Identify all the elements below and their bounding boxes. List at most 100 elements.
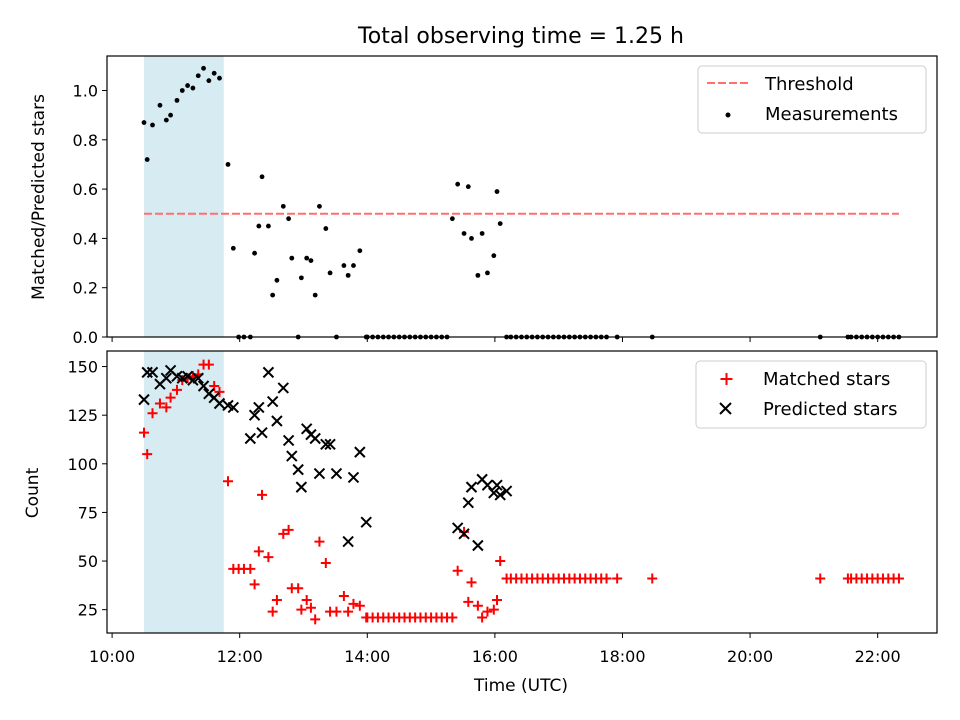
measurement-point xyxy=(185,83,190,88)
matched-star-point xyxy=(147,408,158,419)
predicted-star-point xyxy=(213,397,226,410)
matched-star-point xyxy=(495,556,506,567)
top-panel: 0.0 0.2 0.4 0.6 0.8 1.0 Matched/Predicted sta… xyxy=(29,55,938,347)
matched-star-point xyxy=(271,594,282,605)
predicted-star-point xyxy=(160,372,173,384)
top-y-tick-label: 0.4 xyxy=(73,229,98,248)
predicted-star-point xyxy=(354,446,366,458)
measurement-point xyxy=(150,122,155,128)
matched-star-point xyxy=(171,384,182,395)
predicted-star-point xyxy=(488,487,500,499)
predicted-star-point xyxy=(256,426,268,439)
matched-star-point xyxy=(472,600,483,611)
matched-star-point xyxy=(482,606,493,617)
measurement-point xyxy=(479,231,485,236)
top-y-axis-label: Matched/Predicted stars xyxy=(29,94,49,300)
predicted-star-point xyxy=(292,463,304,476)
matched-star-point xyxy=(310,614,321,625)
matched-star-point xyxy=(305,602,316,613)
measurement-point xyxy=(195,73,201,79)
matched-star-point xyxy=(296,604,307,615)
x-tick-label: 22:00 xyxy=(855,647,901,666)
measurement-point xyxy=(341,263,347,268)
predicted-star-point xyxy=(244,432,257,445)
measurement-point xyxy=(266,223,271,229)
predicted-star-point xyxy=(262,366,275,379)
matched-star-point xyxy=(139,427,150,438)
matched-star-point xyxy=(331,606,342,617)
predicted-star-point xyxy=(138,393,150,406)
measurement-point xyxy=(157,102,163,108)
legend-matched-swatch xyxy=(720,373,733,385)
bottom-axes-frame xyxy=(106,350,938,634)
predicted-star-point xyxy=(266,395,279,408)
bottom-y-tick-label: 25 xyxy=(78,601,98,620)
predicted-star-point xyxy=(458,528,470,540)
measurement-point xyxy=(308,258,314,263)
matched-star-point xyxy=(249,579,260,590)
measurement-point xyxy=(230,245,236,251)
bottom-y-tick-label: 100 xyxy=(67,455,98,474)
bottom-y-tick-label: 75 xyxy=(78,503,98,522)
bottom-y-axis-label: Count xyxy=(23,467,43,518)
matched-star-point xyxy=(893,573,904,584)
legend-measurements-label: Measurements xyxy=(765,104,898,125)
predicted-star-point xyxy=(342,535,354,548)
top-legend-box xyxy=(697,65,927,134)
predicted-star-point xyxy=(271,415,283,427)
predicted-star-point xyxy=(313,467,326,480)
measurement-point xyxy=(494,189,500,194)
predicted-star-point xyxy=(324,438,336,451)
predicted-star-point xyxy=(248,409,261,421)
predicted-star-point xyxy=(181,370,194,382)
measurement-point xyxy=(206,78,212,84)
measurement-point xyxy=(141,120,147,125)
bottom-y-tick-label: 150 xyxy=(67,358,98,377)
x-tick-label: 14:00 xyxy=(344,647,390,666)
matched-star-point xyxy=(477,612,488,623)
predicted-star-point xyxy=(330,467,343,480)
matched-star-point xyxy=(267,606,278,617)
matched-star-point xyxy=(466,577,477,588)
measurement-point xyxy=(274,277,280,283)
measurement-point xyxy=(323,226,329,231)
predicted-star-point xyxy=(192,372,204,384)
measurement-point xyxy=(211,70,217,76)
matched-star-point xyxy=(293,583,304,594)
matched-star-point xyxy=(320,557,331,568)
predicted-star-point xyxy=(465,481,478,493)
predicted-star-point xyxy=(227,401,240,414)
measurement-point xyxy=(286,216,292,222)
measurement-point xyxy=(256,223,262,229)
chart-title: Total observing time = 1.25 h xyxy=(357,24,684,49)
measurement-point xyxy=(327,270,333,276)
measurement-point xyxy=(174,97,180,103)
measurement-point xyxy=(225,162,231,167)
matched-star-point xyxy=(165,392,176,403)
predicted-star-point xyxy=(320,438,332,451)
matched-star-point xyxy=(488,604,499,615)
matched-star-point xyxy=(601,573,612,584)
measurement-point xyxy=(449,216,455,222)
legend-predicted-swatch xyxy=(719,402,732,415)
matched-star-point xyxy=(343,606,354,617)
top-legend: Threshold Measurements xyxy=(697,65,927,134)
predicted-star-point xyxy=(146,366,159,379)
bottom-legend-box xyxy=(695,360,927,429)
measurement-point xyxy=(491,253,497,259)
matched-star-point xyxy=(447,612,458,623)
measurement-point xyxy=(469,236,474,241)
bottom-y-tick-label: 50 xyxy=(78,552,98,571)
bottom-marks xyxy=(138,359,904,625)
predicted-star-point xyxy=(253,401,265,414)
legend-matched-label: Matched stars xyxy=(763,369,890,390)
predicted-star-point xyxy=(491,479,503,491)
matched-star-point xyxy=(223,476,234,487)
observing-window-shade-bottom xyxy=(144,351,224,633)
predicted-star-point xyxy=(197,380,210,392)
x-tick-label: 20:00 xyxy=(727,647,773,666)
predicted-star-point xyxy=(472,539,484,552)
bottom-panel: 25 50 75 100 125 150 10:00 12:00 14:00 16:00 18:0… xyxy=(23,350,938,696)
measurement-point xyxy=(465,184,471,190)
